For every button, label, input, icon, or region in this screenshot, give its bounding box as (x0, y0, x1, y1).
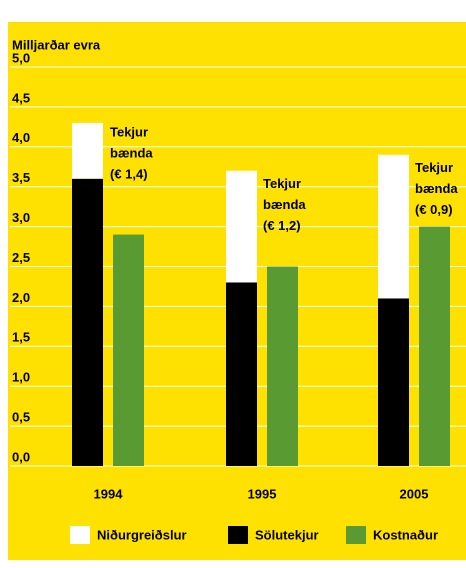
annotation: Tekjur (415, 160, 453, 175)
bar (419, 226, 450, 466)
annotation: Tekjur (263, 176, 301, 191)
legend-swatch (228, 526, 248, 544)
bar-segment (72, 122, 103, 179)
annotation: bænda (415, 181, 458, 196)
bar-segment (72, 178, 103, 466)
y-tick-label: 1,5 (12, 330, 30, 345)
y-tick-label: 5,0 (12, 50, 30, 65)
legend-label: Kostnaður (373, 527, 438, 542)
bar (113, 234, 144, 466)
y-tick-label: 0,5 (12, 410, 30, 425)
x-tick-label: 2005 (400, 486, 429, 501)
y-tick-label: 2,5 (12, 250, 30, 265)
legend-label: Niðurgreiðslur (97, 527, 187, 542)
bar (267, 266, 298, 466)
x-tick-label: 1994 (94, 486, 124, 501)
annotation: (€ 1,2) (263, 218, 301, 233)
bar-segment (226, 170, 257, 283)
annotation: (€ 0,9) (415, 202, 453, 217)
bar-segment (378, 298, 409, 466)
annotation: bænda (263, 197, 306, 212)
y-tick-label: 3,5 (12, 170, 30, 185)
bar-segment (226, 282, 257, 466)
x-tick-label: 1995 (248, 486, 277, 501)
annotation: bænda (110, 145, 153, 160)
bar-segment (378, 154, 409, 299)
legend-label: Sölutekjur (255, 527, 319, 542)
y-axis-label: Milljarðar evra (12, 37, 101, 52)
y-tick-label: 4,5 (12, 90, 30, 105)
y-tick-label: 1,0 (12, 370, 30, 385)
y-tick-label: 0,0 (12, 449, 30, 464)
annotation: Tekjur (110, 124, 148, 139)
y-tick-label: 2,0 (12, 290, 30, 305)
y-tick-label: 4,0 (12, 130, 30, 145)
y-tick-label: 3,0 (12, 210, 30, 225)
legend-swatch (70, 526, 90, 544)
annotation: (€ 1,4) (110, 166, 148, 181)
legend-swatch (346, 526, 366, 544)
